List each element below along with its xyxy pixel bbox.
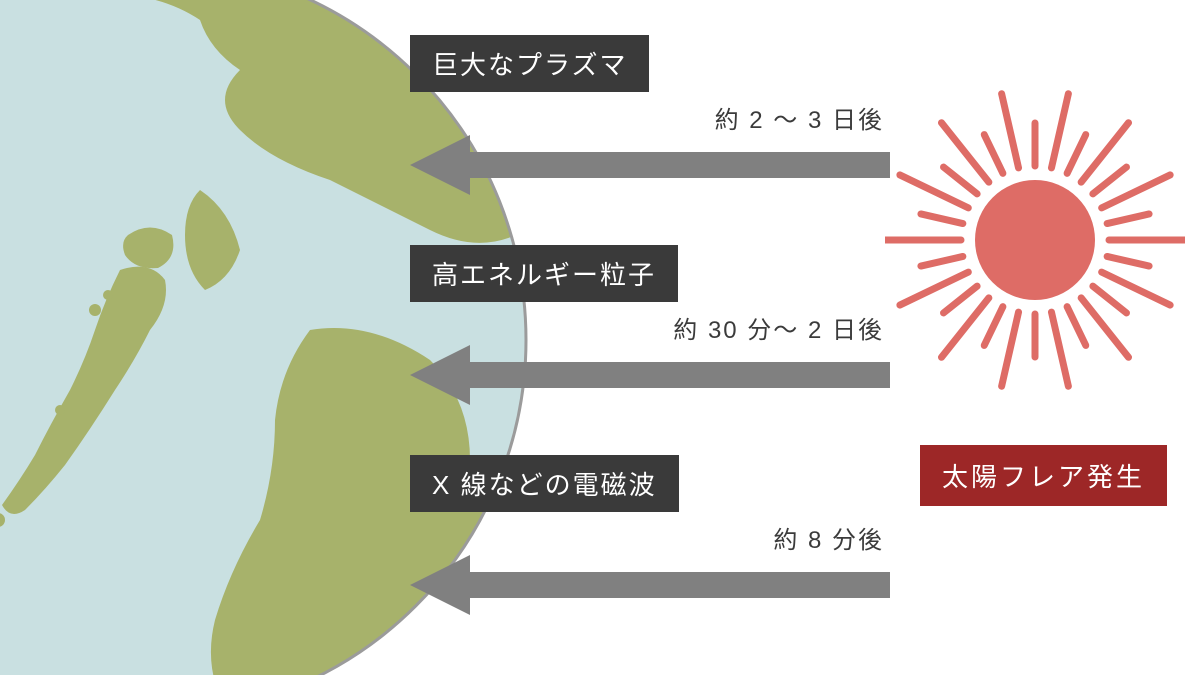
emission-delay: 約 8 分後	[410, 520, 890, 555]
emission-row: 巨大なプラズマ約 2 〜 3 日後	[410, 35, 890, 143]
sun-icon	[885, 90, 1185, 395]
emission-row: X 線などの電磁波約 8 分後	[410, 455, 890, 563]
arrow-left-icon	[410, 555, 890, 615]
emission-title: 巨大なプラズマ	[410, 35, 649, 92]
sun-label: 太陽フレア発生	[920, 445, 1167, 506]
emission-delay: 約 30 分〜 2 日後	[410, 310, 890, 345]
figure-canvas: 太陽フレア発生 巨大なプラズマ約 2 〜 3 日後高エネルギー粒子約 30 分〜…	[0, 0, 1200, 675]
arrow-left-icon	[410, 135, 890, 195]
arrow-left-icon	[410, 345, 890, 405]
emission-title: X 線などの電磁波	[410, 455, 679, 512]
emission-row: 高エネルギー粒子約 30 分〜 2 日後	[410, 245, 890, 353]
emission-delay: 約 2 〜 3 日後	[410, 100, 890, 135]
emission-title: 高エネルギー粒子	[410, 245, 678, 302]
